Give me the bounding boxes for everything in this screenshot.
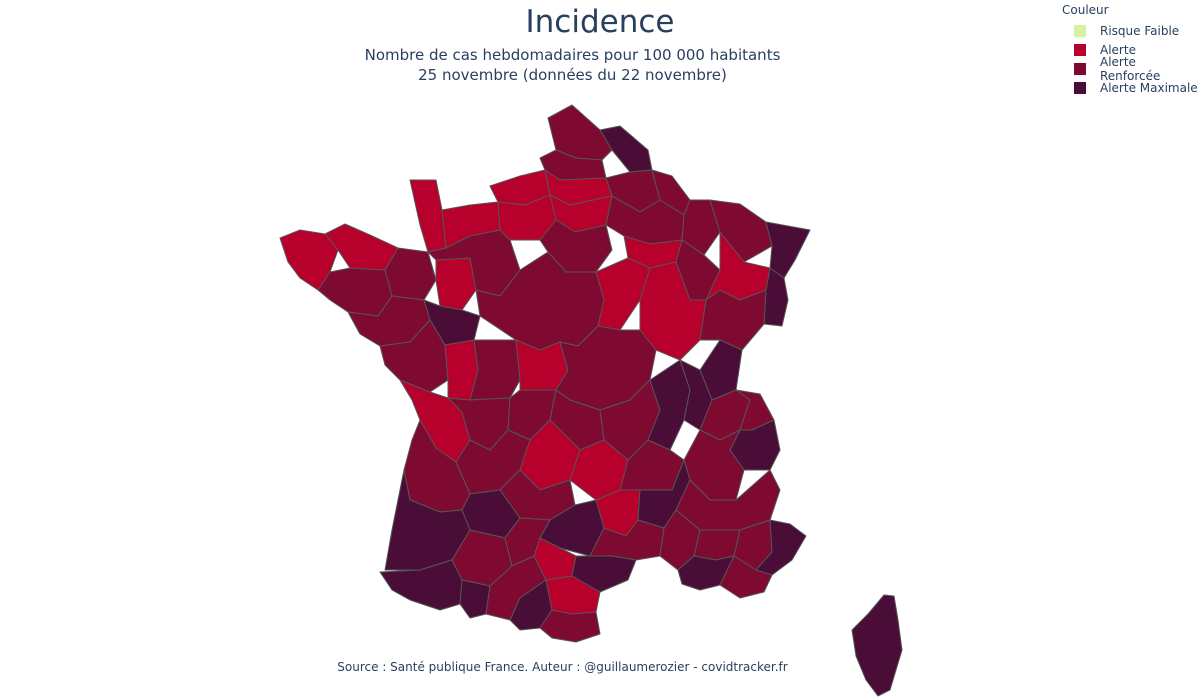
region-moselle [709, 199, 773, 263]
legend-label: Alerte Renforcée [1099, 54, 1161, 83]
map-subtitle: Nombre de cas hebdomadaires pour 100 000… [364, 46, 781, 64]
region-manche [409, 179, 447, 253]
region-alpes-maritimes [755, 519, 807, 576]
legend-swatch [1074, 62, 1086, 75]
legend-item-alerte-maximale[interactable]: Alerte Maximale [1074, 78, 1200, 97]
legend-label: Alerte Maximale [1100, 80, 1198, 95]
region-haute-saone [699, 289, 767, 351]
legend-swatch [1074, 24, 1086, 37]
legend: Couleur Risque Faible Alerte Alerte Renf… [1062, 3, 1200, 97]
region-cotes-darmor [324, 223, 399, 271]
region-vaucluse [693, 529, 741, 561]
map-date-subtitle: 25 novembre (données du 22 novembre) [418, 66, 727, 84]
region-cote-dor [639, 261, 707, 361]
legend-item-alerte[interactable]: Alerte [1074, 40, 1200, 59]
region-var [719, 555, 773, 599]
region-mayenne [435, 257, 477, 311]
legend-swatch [1074, 43, 1086, 56]
legend-item-alerte-renforcee[interactable]: Alerte Renforcée [1074, 55, 1200, 83]
source-footer: Source : Santé publique France. Auteur :… [337, 660, 788, 674]
map-title: Incidence [525, 4, 675, 40]
legend-label: Alerte [1100, 42, 1136, 57]
region-vienne [469, 339, 521, 401]
region-pyrenees-orientales [539, 609, 601, 643]
legend-swatch [1074, 81, 1086, 94]
region-corse [851, 594, 903, 697]
legend-label: Risque Faible [1100, 23, 1180, 38]
legend-item-risque-faible[interactable]: Risque Faible [1074, 21, 1200, 40]
region-hautes-pyrenees [459, 579, 491, 619]
region-bas-rhin [765, 221, 811, 279]
region-morbihan [317, 267, 393, 317]
legend-title: Couleur [1062, 3, 1109, 17]
